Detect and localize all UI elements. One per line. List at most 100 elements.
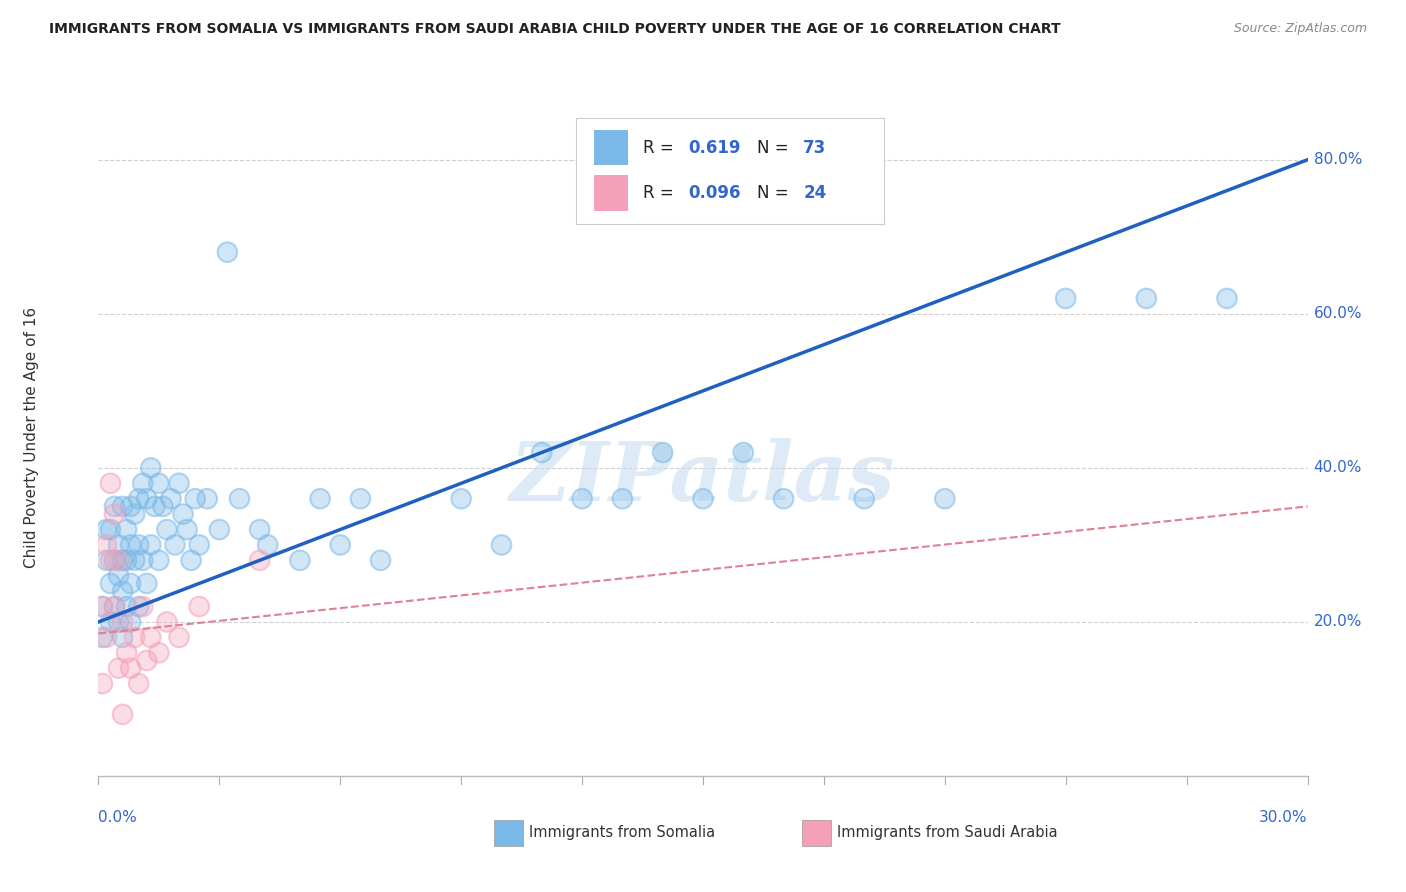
- Text: Child Poverty Under the Age of 16: Child Poverty Under the Age of 16: [24, 307, 39, 567]
- Point: [853, 491, 876, 506]
- Point: [288, 553, 311, 567]
- Point: [349, 491, 371, 506]
- Point: [167, 631, 190, 645]
- Point: [934, 491, 956, 506]
- Text: N =: N =: [758, 184, 794, 202]
- Point: [163, 538, 186, 552]
- Point: [571, 491, 593, 506]
- Point: [124, 631, 146, 645]
- Point: [120, 576, 142, 591]
- Text: R =: R =: [643, 138, 679, 157]
- Point: [91, 599, 114, 614]
- Point: [208, 523, 231, 537]
- Point: [132, 599, 155, 614]
- Point: [124, 553, 146, 567]
- Point: [103, 599, 125, 614]
- Point: [107, 553, 129, 567]
- Point: [111, 615, 134, 629]
- Point: [120, 615, 142, 629]
- Point: [156, 615, 179, 629]
- Text: 40.0%: 40.0%: [1313, 460, 1362, 475]
- Text: 0.0%: 0.0%: [98, 810, 138, 825]
- Point: [135, 491, 157, 506]
- Point: [115, 553, 138, 567]
- Text: 80.0%: 80.0%: [1313, 153, 1362, 167]
- Point: [128, 676, 150, 690]
- Point: [120, 661, 142, 675]
- Point: [148, 476, 170, 491]
- Point: [107, 553, 129, 567]
- Point: [100, 523, 122, 537]
- Point: [124, 507, 146, 521]
- FancyBboxPatch shape: [595, 130, 628, 165]
- Point: [96, 538, 118, 552]
- Point: [139, 461, 162, 475]
- Point: [120, 576, 142, 591]
- Point: [135, 576, 157, 591]
- Point: [128, 538, 150, 552]
- Point: [208, 523, 231, 537]
- Point: [180, 553, 202, 567]
- Point: [111, 500, 134, 514]
- Point: [1135, 292, 1157, 306]
- Point: [176, 523, 198, 537]
- Point: [120, 538, 142, 552]
- Point: [124, 631, 146, 645]
- Point: [288, 553, 311, 567]
- Point: [103, 599, 125, 614]
- Point: [124, 553, 146, 567]
- Point: [148, 646, 170, 660]
- Point: [128, 676, 150, 690]
- Point: [132, 553, 155, 567]
- Point: [530, 445, 553, 459]
- Text: 73: 73: [803, 138, 827, 157]
- Point: [612, 491, 634, 506]
- FancyBboxPatch shape: [803, 820, 831, 846]
- Point: [91, 599, 114, 614]
- Point: [228, 491, 250, 506]
- Point: [1135, 292, 1157, 306]
- Text: 20.0%: 20.0%: [1313, 615, 1362, 630]
- Point: [139, 461, 162, 475]
- Point: [156, 615, 179, 629]
- Point: [152, 500, 174, 514]
- Point: [167, 476, 190, 491]
- Point: [96, 631, 118, 645]
- Point: [120, 615, 142, 629]
- Point: [91, 676, 114, 690]
- Point: [96, 631, 118, 645]
- Point: [249, 523, 271, 537]
- Point: [167, 631, 190, 645]
- Point: [111, 500, 134, 514]
- Point: [156, 523, 179, 537]
- Point: [107, 661, 129, 675]
- Point: [120, 500, 142, 514]
- Point: [107, 538, 129, 552]
- Point: [148, 476, 170, 491]
- Point: [195, 491, 218, 506]
- Point: [188, 599, 211, 614]
- Point: [128, 599, 150, 614]
- Point: [120, 538, 142, 552]
- Point: [256, 538, 278, 552]
- Point: [733, 445, 755, 459]
- Point: [135, 491, 157, 506]
- Point: [651, 445, 673, 459]
- Point: [132, 476, 155, 491]
- FancyBboxPatch shape: [494, 820, 523, 846]
- Point: [772, 491, 794, 506]
- Point: [853, 491, 876, 506]
- Point: [530, 445, 553, 459]
- Point: [135, 576, 157, 591]
- Point: [249, 523, 271, 537]
- Point: [103, 507, 125, 521]
- Point: [100, 615, 122, 629]
- Point: [148, 553, 170, 567]
- Point: [132, 599, 155, 614]
- Point: [188, 599, 211, 614]
- Point: [107, 615, 129, 629]
- Point: [176, 523, 198, 537]
- Point: [91, 599, 114, 614]
- Point: [111, 553, 134, 567]
- Point: [107, 538, 129, 552]
